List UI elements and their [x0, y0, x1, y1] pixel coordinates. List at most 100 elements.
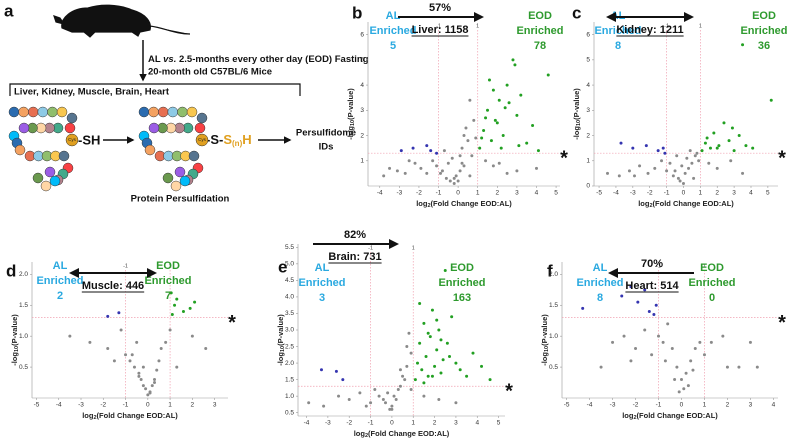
x-tick-label: -1 — [436, 190, 442, 197]
eod-count: 163 — [453, 292, 471, 304]
text-part: 2 — [649, 203, 652, 209]
data-point — [687, 166, 691, 170]
panel: c -5 -4 -3 -2 -1 0 1 2 3 4 5 0 1 2 3 4 5 6 -1 1 * AL Enriched 8 E… — [572, 3, 788, 196]
data-point — [690, 161, 694, 165]
residue — [66, 112, 78, 124]
data-point — [405, 345, 409, 349]
significance-marker: * — [505, 381, 513, 403]
data-point — [478, 146, 482, 150]
data-point — [462, 134, 466, 138]
y-tick-label: 3.5 — [285, 310, 294, 317]
threshold-label: -1 — [123, 263, 128, 269]
data-point — [748, 340, 752, 344]
data-point — [190, 334, 194, 338]
data-point — [668, 161, 672, 165]
data-point — [458, 368, 462, 372]
data-point — [515, 113, 519, 117]
text-part: -log — [10, 352, 19, 366]
tissue-title: Liver: 1158 — [412, 24, 469, 36]
data-point — [157, 359, 161, 363]
x-tick-label: 4 — [749, 190, 753, 197]
x-tick-label: -3 — [325, 420, 331, 427]
text-part: (Fold Change EOD:AL) — [431, 199, 513, 208]
data-point — [480, 136, 484, 140]
data-point — [452, 176, 456, 180]
x-tick-label: 0 — [146, 402, 150, 409]
text-part: 10 — [14, 346, 20, 352]
data-point — [422, 321, 426, 325]
data-point — [411, 146, 415, 150]
data-point — [390, 407, 394, 411]
tissue-title: Heart: 514 — [625, 280, 679, 292]
al-count: 8 — [597, 292, 603, 304]
x-tick-label: 1 — [699, 190, 703, 197]
x-tick-label: -1 — [368, 420, 374, 427]
data-point — [491, 164, 495, 168]
threshold-label: 1 — [703, 263, 706, 269]
x-tick-label: -3 — [396, 190, 402, 197]
data-point — [721, 334, 725, 338]
text-part: 2 — [365, 433, 368, 439]
data-point — [388, 407, 392, 411]
significance-marker: * — [778, 147, 786, 169]
panel: f -5 -4 -3 -2 -1 0 1 2 3 4 0.5 1.0 1.5 2.0 -1 1 * AL Enrich… — [547, 258, 786, 409]
data-point — [488, 378, 492, 382]
significance-marker: * — [778, 312, 786, 334]
data-point — [435, 348, 439, 352]
y-tick-label: 6 — [586, 31, 590, 38]
data-point — [505, 171, 509, 175]
x-tick-label: 3 — [749, 402, 753, 409]
al-annotation: AL — [593, 262, 608, 274]
data-point — [689, 359, 693, 363]
data-point — [135, 340, 139, 344]
y-tick-label: 5.5 — [285, 244, 294, 251]
data-point — [413, 161, 417, 165]
tissue-title: Muscle: 446 — [82, 280, 144, 292]
text-part: -log — [540, 352, 549, 366]
data-point — [440, 169, 444, 173]
data-point — [501, 134, 505, 138]
data-point — [643, 328, 647, 332]
data-point — [413, 378, 417, 382]
eod-annotation: Enriched — [516, 25, 563, 37]
eod-annotation: Enriched — [688, 277, 735, 289]
data-point — [693, 347, 697, 351]
y-tick-label: 0 — [586, 183, 590, 190]
text-part: 10 — [544, 346, 550, 352]
x-axis-label: log2(Fold Change EOD:AL) — [354, 429, 450, 439]
x-tick-label: 0 — [680, 402, 684, 409]
data-point — [611, 340, 615, 344]
data-point — [418, 302, 422, 306]
data-point — [173, 303, 177, 307]
text-part: -log — [572, 126, 581, 140]
text-part: AL — [148, 54, 163, 65]
al-annotation: AL — [315, 262, 330, 274]
al-annotation: Enriched — [576, 277, 623, 289]
data-point — [428, 335, 432, 339]
data-point — [334, 369, 338, 373]
data-point — [698, 340, 702, 344]
data-point — [633, 174, 637, 178]
data-point — [693, 154, 697, 158]
cysteine — [195, 133, 209, 147]
residue — [186, 106, 198, 118]
data-point — [399, 149, 403, 153]
data-point — [437, 397, 441, 401]
x-tick-label: 2 — [495, 190, 499, 197]
mouse-text: 20-month old C57BL/6 Mice — [148, 67, 272, 78]
text-part: log — [354, 429, 366, 438]
data-point — [497, 98, 501, 102]
threshold-label: 1 — [476, 23, 479, 29]
text-part: log — [82, 411, 94, 420]
data-point — [673, 377, 677, 381]
data-point — [386, 391, 390, 395]
data-point — [430, 374, 434, 378]
data-point — [515, 169, 519, 173]
data-point — [519, 93, 523, 97]
data-point — [341, 378, 345, 382]
residue — [40, 180, 52, 192]
data-point — [117, 311, 121, 315]
data-point — [499, 146, 503, 150]
data-point — [730, 126, 734, 130]
data-point — [715, 146, 719, 150]
